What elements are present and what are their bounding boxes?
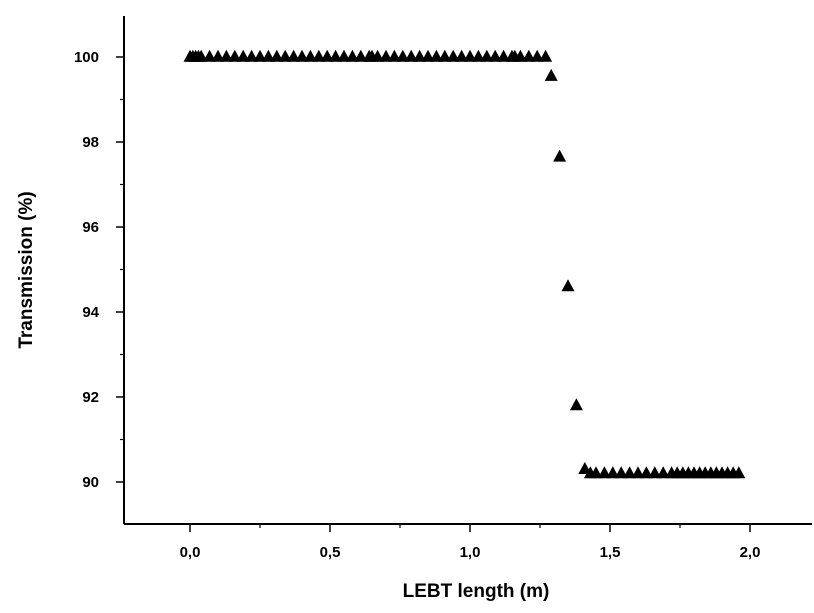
data-point-triangle [553, 149, 567, 162]
data-point-triangle [623, 466, 637, 479]
data-point-triangle [480, 49, 494, 62]
data-point-triangle [513, 49, 527, 62]
data-point-triangle [387, 49, 401, 62]
data-point-triangle [497, 49, 511, 62]
data-point-triangle [329, 49, 343, 62]
y-axis-ticks: 90 92 94 96 98 100 [74, 49, 124, 491]
data-point-triangle [194, 49, 208, 62]
data-point-triangle [561, 279, 575, 292]
data-point-triangle [371, 49, 385, 62]
data-point-triangle [639, 466, 653, 479]
data-point-triangle [614, 466, 628, 479]
data-point-triangle [278, 49, 292, 62]
data-point-triangle [522, 49, 536, 62]
data-point-triangle [270, 49, 284, 62]
y-tick-label: 96 [82, 219, 99, 236]
data-point-triangle [732, 466, 746, 479]
data-point-triangle [597, 466, 611, 479]
x-axis-title: LEBT length (m) [403, 581, 550, 602]
x-tick-label: 2,0 [740, 544, 761, 561]
data-point-triangle [245, 49, 259, 62]
data-point-triangle [295, 49, 309, 62]
data-point-triangle [354, 49, 368, 62]
data-point-triangle [530, 49, 544, 62]
data-point-triangle [211, 49, 225, 62]
data-point-triangle [320, 49, 334, 62]
data-point-triangle [421, 49, 435, 62]
data-point-triangle [648, 466, 662, 479]
data-point-triangle [429, 49, 443, 62]
y-tick-label: 100 [74, 49, 99, 66]
y-tick-label: 94 [82, 304, 99, 321]
y-tick-label: 92 [82, 389, 99, 406]
data-point-triangle [303, 49, 317, 62]
data-point-triangle [656, 466, 670, 479]
data-point-triangle [488, 49, 502, 62]
data-point-triangle [219, 49, 233, 62]
data-point-triangle [312, 49, 326, 62]
data-point-triangle [446, 49, 460, 62]
x-axis-ticks: 0,0 0,5 1,0 1,5 2,0 [180, 524, 761, 561]
data-point-triangle [287, 49, 301, 62]
data-point-triangle [589, 466, 603, 479]
data-point-triangle [455, 49, 469, 62]
data-point-triangle [631, 466, 645, 479]
data-point-triangle [379, 49, 393, 62]
data-point-triangle [396, 49, 410, 62]
data-point-triangle [463, 49, 477, 62]
axes [123, 16, 812, 525]
data-point-triangle [203, 49, 217, 62]
data-point-triangle [337, 49, 351, 62]
x-tick-label: 1,5 [600, 544, 621, 561]
data-point-triangle [544, 68, 558, 81]
data-point-triangle [539, 49, 553, 62]
data-point-triangle [606, 466, 620, 479]
data-point-triangle [236, 49, 250, 62]
y-tick-label: 90 [82, 474, 99, 491]
data-point-triangle [253, 49, 267, 62]
data-point-triangle [438, 49, 452, 62]
data-point-triangle [404, 49, 418, 62]
data-points [183, 49, 746, 479]
data-point-triangle [471, 49, 485, 62]
data-point-triangle [345, 49, 359, 62]
data-point-triangle [261, 49, 275, 62]
x-tick-label: 0,5 [320, 544, 341, 561]
data-point-triangle [228, 49, 242, 62]
data-point-triangle [413, 49, 427, 62]
x-tick-label: 0,0 [180, 544, 201, 561]
y-tick-label: 98 [82, 134, 99, 151]
x-tick-label: 1,0 [460, 544, 481, 561]
y-axis-title: Transmission (%) [16, 191, 37, 348]
data-point-triangle [569, 398, 583, 411]
